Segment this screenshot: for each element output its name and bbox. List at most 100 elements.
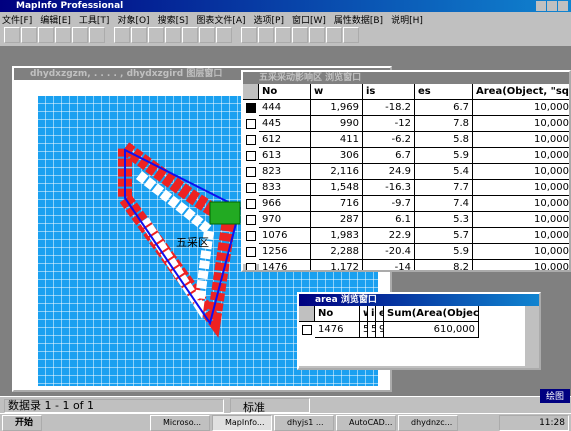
menu-item[interactable]: 说明[H] — [391, 13, 423, 26]
cell: 10,000 — [473, 180, 571, 196]
row-selector[interactable] — [302, 325, 312, 335]
tool-button[interactable] — [241, 27, 257, 43]
column-header: w — [360, 306, 368, 322]
cell: 10,000 — [473, 164, 571, 180]
window-controls[interactable] — [536, 1, 568, 11]
menu-item[interactable]: 属性数据[B] — [334, 13, 383, 26]
cell: 10,000 — [473, 212, 571, 228]
menu-item[interactable]: 窗口[W] — [292, 13, 326, 26]
cell: 6.7 — [363, 148, 415, 164]
cell: 990 — [311, 116, 363, 132]
menu-item[interactable]: 工具[T] — [79, 13, 110, 26]
screen: MapInfo Professional 文件[F]编辑[E]工具[T]对象[O… — [0, 0, 571, 431]
browser2-table: NowiseSum(Area(Object, "sq m"1476559610,… — [299, 306, 525, 366]
cell: 1,969 — [311, 100, 363, 116]
task-button[interactable]: MapInfo... — [212, 415, 272, 431]
task-button[interactable]: AutoCAD... — [336, 415, 396, 431]
tool-button[interactable] — [182, 27, 198, 43]
row-selector[interactable] — [246, 215, 256, 225]
task-button[interactable]: Microso... — [150, 415, 210, 431]
status-style[interactable]: 标准 — [230, 398, 310, 413]
tool-button[interactable] — [292, 27, 308, 43]
cell: -12 — [363, 116, 415, 132]
tool-button[interactable] — [114, 27, 130, 43]
cell: 10,000 — [473, 100, 571, 116]
clock: 11:28 — [499, 415, 569, 431]
status-bar: 数据录 1 - 1 of 1 标准 绘图 — [0, 396, 571, 413]
tool-button[interactable] — [216, 27, 232, 43]
cell: -20.4 — [363, 244, 415, 260]
toolbar — [4, 27, 364, 45]
map-label: 五采区 — [176, 236, 209, 249]
tool-button[interactable] — [258, 27, 274, 43]
tool-button[interactable] — [165, 27, 181, 43]
cell: 7.4 — [415, 196, 473, 212]
tool-button[interactable] — [21, 27, 37, 43]
task-button[interactable]: dhyjs1 ... — [274, 415, 334, 431]
draw-toolbar[interactable]: 绘图 — [540, 389, 570, 403]
cell: 2,288 — [311, 244, 363, 260]
selection — [210, 202, 240, 224]
column-header: w — [311, 84, 363, 100]
column-header: Area(Object, "sq m") — [473, 84, 571, 100]
cell: 5.3 — [415, 212, 473, 228]
column-header: es — [415, 84, 473, 100]
row-selector[interactable] — [246, 151, 256, 161]
cell: 445 — [259, 116, 311, 132]
task-button[interactable]: dhydnzc... — [398, 415, 458, 431]
cell: 10,000 — [473, 148, 571, 164]
cell: 10,000 — [473, 244, 571, 260]
row-selector[interactable] — [246, 103, 256, 113]
tool-button[interactable] — [326, 27, 342, 43]
browser2-window: area 浏览窗口 NowiseSum(Area(Object, "sq m"1… — [297, 292, 541, 370]
cell: 1,983 — [311, 228, 363, 244]
menu-bar: 文件[F] 编辑[E] 工具[T] 对象[O] 搜索[S] 图表文件[A] 选项[P] 窗口[… — [2, 13, 423, 26]
row-selector[interactable] — [246, 119, 256, 129]
browser-window: 五采采动影响区 浏览窗口 NowisesArea(Object, "sq m")… — [241, 70, 571, 272]
tool-button[interactable] — [4, 27, 20, 43]
tool-button[interactable] — [72, 27, 88, 43]
cell: 10,000 — [473, 228, 571, 244]
tool-button[interactable] — [89, 27, 105, 43]
menu-item[interactable]: 编辑[E] — [40, 13, 71, 26]
row-selector[interactable] — [246, 199, 256, 209]
status-record: 数据录 1 - 1 of 1 — [4, 399, 224, 413]
start-button[interactable]: 开始 — [2, 415, 42, 431]
tool-button[interactable] — [131, 27, 147, 43]
cell: -9.7 — [363, 196, 415, 212]
menu-item[interactable]: 文件[F] — [2, 13, 32, 26]
cell: -14 — [363, 260, 415, 272]
cell: 306 — [311, 148, 363, 164]
cell: 610,000 — [384, 322, 479, 338]
cell: 5.9 — [415, 244, 473, 260]
cell: 1476 — [259, 260, 311, 272]
row-selector[interactable] — [246, 263, 256, 272]
menu-item[interactable]: 选项[P] — [254, 13, 284, 26]
row-selector[interactable] — [246, 183, 256, 193]
menu-item[interactable]: 搜索[S] — [158, 13, 189, 26]
browser2-title: area 浏览窗口 — [299, 294, 539, 306]
cell: 1256 — [259, 244, 311, 260]
tool-button[interactable] — [309, 27, 325, 43]
header-corner — [243, 84, 259, 100]
cell: 833 — [259, 180, 311, 196]
cell: 411 — [311, 132, 363, 148]
tool-button[interactable] — [199, 27, 215, 43]
cell: 1476 — [315, 322, 360, 338]
row-selector[interactable] — [246, 231, 256, 241]
tool-button[interactable] — [55, 27, 71, 43]
tool-button[interactable] — [38, 27, 54, 43]
cell: 10,000 — [473, 196, 571, 212]
row-selector[interactable] — [246, 167, 256, 177]
row-selector[interactable] — [246, 135, 256, 145]
menu-item[interactable]: 图表文件[A] — [196, 13, 245, 26]
cell: 7.7 — [415, 180, 473, 196]
menu-item[interactable]: 对象[O] — [117, 13, 149, 26]
cell: 7.8 — [415, 116, 473, 132]
row-selector[interactable] — [246, 247, 256, 257]
tool-button[interactable] — [275, 27, 291, 43]
cell: 10,000 — [473, 132, 571, 148]
cell: 1076 — [259, 228, 311, 244]
tool-button[interactable] — [148, 27, 164, 43]
tool-button[interactable] — [343, 27, 359, 43]
